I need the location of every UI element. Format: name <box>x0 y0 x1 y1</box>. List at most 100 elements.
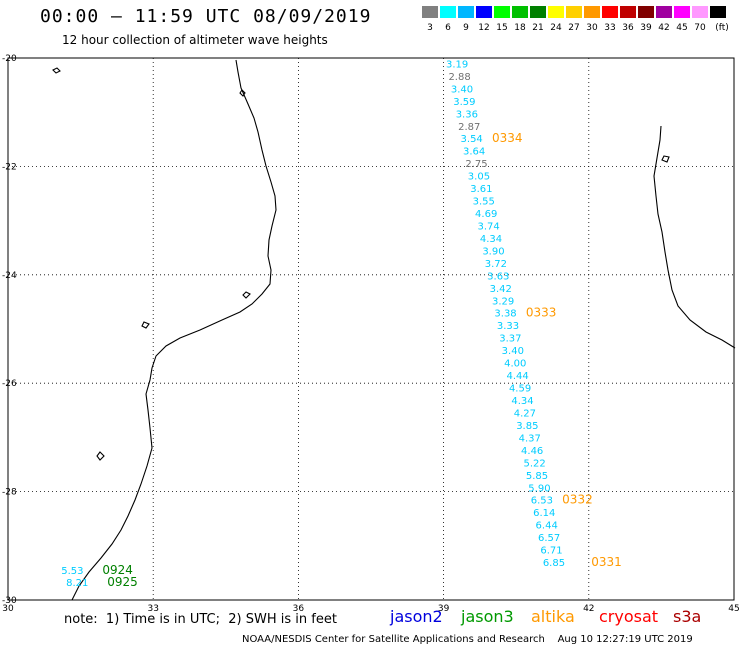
swh-value: 4.44 <box>507 371 529 382</box>
altika-track-east: 3.192.883.403.593.362.873.543.642.753.05… <box>446 59 622 569</box>
satellite-jason2: jason2 <box>390 607 443 626</box>
legend-swatch <box>530 6 546 18</box>
island-5 <box>96 451 105 461</box>
swh-value: 6.71 <box>540 546 562 557</box>
legend-label: 18 <box>514 23 526 33</box>
longitude-label: 39 <box>438 604 450 614</box>
map-frame <box>7 57 735 601</box>
legend-swatch <box>566 6 582 18</box>
longitude-label: 42 <box>583 604 594 614</box>
pass-time-label: 0924 <box>102 563 133 577</box>
island-1 <box>52 67 61 74</box>
legend-label: 30 <box>586 23 598 33</box>
swh-value: 3.54 <box>461 134 483 145</box>
grid-lines <box>8 58 734 600</box>
legend-label: 6 <box>445 23 451 33</box>
latitude-label: -20 <box>2 54 17 64</box>
legend-swatch <box>620 6 636 18</box>
color-legend: 3 6 9 12 15 18 21 24 27 30 33 36 39 42 45 70 (ft) <box>422 6 734 40</box>
swh-value: 5.85 <box>526 471 548 482</box>
satellite-jason3: jason3 <box>461 607 514 626</box>
island-6 <box>661 155 670 163</box>
swh-value: 3.37 <box>499 334 521 345</box>
swh-value: 4.27 <box>514 408 536 419</box>
swh-value: 8.21 <box>66 578 88 589</box>
pass-time-label: 0332 <box>562 493 593 507</box>
credit-text: NOAA/NESDIS Center for Satellite Applica… <box>242 634 545 645</box>
legend-label: 70 <box>694 23 706 33</box>
island-3 <box>242 291 251 299</box>
swh-value: 3.63 <box>487 271 509 282</box>
swh-value: 4.59 <box>509 384 531 395</box>
satellite-s3a: s3a <box>673 607 702 626</box>
swh-value: 4.34 <box>511 396 533 407</box>
legend-label: 12 <box>478 23 490 33</box>
legend-label: 15 <box>496 23 508 33</box>
swh-value: 6.85 <box>543 558 565 569</box>
swh-value: 6.57 <box>538 533 560 544</box>
legend-label: 27 <box>568 23 580 33</box>
swh-value: 3.59 <box>453 97 475 108</box>
pass-time-label: 0333 <box>526 306 557 320</box>
swh-value: 3.74 <box>477 221 499 232</box>
latitude-label: -24 <box>2 271 17 281</box>
legend-label: 36 <box>622 23 634 33</box>
generated-timestamp: Aug 10 12:27:19 UTC 2019 <box>557 634 693 645</box>
swh-value: 4.37 <box>519 433 541 444</box>
legend-swatch <box>422 6 438 18</box>
legend-swatch <box>638 6 654 18</box>
legend-swatch <box>548 6 564 18</box>
legend-swatch <box>656 6 672 18</box>
latitude-label: -30 <box>2 596 17 606</box>
legend-label: 3 <box>427 23 433 33</box>
swh-value: 3.29 <box>492 296 514 307</box>
swh-value: 3.85 <box>516 421 538 432</box>
longitude-label: 33 <box>147 604 158 614</box>
legend-swatch <box>476 6 492 18</box>
pass-time-label: 0925 <box>107 575 138 589</box>
legend-swatch <box>602 6 618 18</box>
swh-value: 3.72 <box>485 259 507 270</box>
axis-labels: 30 33 36 39 42 45 -20 -22 -24 -26 -28 -30 <box>2 54 740 614</box>
swh-value: 5.53 <box>61 566 83 577</box>
legend-label: 42 <box>658 23 670 33</box>
pass-time-label: 0334 <box>492 131 523 145</box>
swh-value: 6.44 <box>536 521 558 532</box>
swh-value: 5.22 <box>523 458 545 469</box>
swh-value: 4.46 <box>521 446 543 457</box>
legend-swatch <box>440 6 456 18</box>
swh-value: 3.38 <box>494 309 516 320</box>
island-4 <box>141 321 150 329</box>
legend-label: 24 <box>550 23 562 33</box>
legend-swatch <box>710 6 726 18</box>
swh-value: 3.36 <box>456 109 478 120</box>
swh-value: 3.90 <box>482 246 504 257</box>
swh-value: 3.42 <box>490 284 512 295</box>
legend-swatch <box>494 6 510 18</box>
swh-value: 6.53 <box>531 496 553 507</box>
latitude-label: -22 <box>2 162 17 172</box>
longitude-label: 30 <box>2 604 14 614</box>
satellite-altika: altika <box>531 607 575 626</box>
swh-value: 3.40 <box>502 346 524 357</box>
longitude-label: 45 <box>728 604 739 614</box>
swh-value: 3.55 <box>473 197 495 208</box>
swh-value: 3.05 <box>468 172 490 183</box>
swh-value: 2.75 <box>465 159 487 170</box>
coastlines <box>52 59 736 601</box>
swh-value: 3.64 <box>463 147 485 158</box>
legend-label: 9 <box>463 23 469 33</box>
swh-value: 3.40 <box>451 84 473 95</box>
swh-value: 5.90 <box>528 483 550 494</box>
legend-swatch <box>458 6 474 18</box>
swh-value: 3.19 <box>446 59 468 70</box>
swh-value: 3.61 <box>470 184 492 195</box>
legend-swatch <box>674 6 690 18</box>
map-subtitle: 12 hour collection of altimeter wave hei… <box>62 33 328 47</box>
legend-swatch <box>692 6 708 18</box>
swh-value: 4.00 <box>504 359 526 370</box>
swh-value: 3.33 <box>497 321 519 332</box>
swh-value: 4.34 <box>480 234 502 245</box>
units-note: note: 1) Time is in UTC; 2) SWH is in fe… <box>64 612 337 627</box>
